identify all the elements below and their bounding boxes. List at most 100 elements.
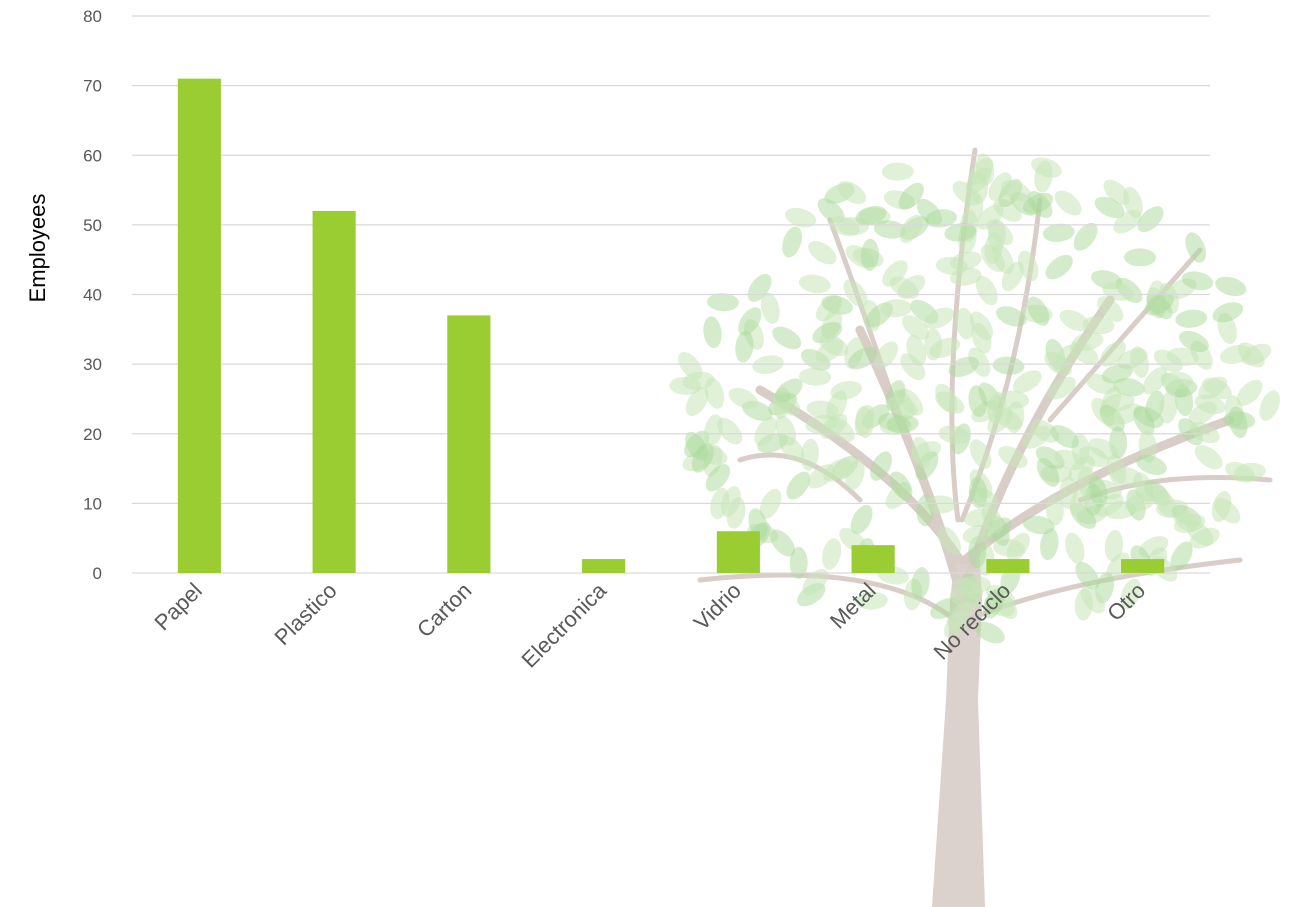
- tree-leaf: [998, 446, 1028, 469]
- tree-leaf: [1045, 493, 1064, 526]
- tree-leaf: [886, 415, 919, 434]
- x-tick-label: Electronica: [517, 577, 612, 672]
- tree-leaf: [677, 352, 703, 380]
- y-tick-label: 20: [83, 425, 102, 444]
- bar-otro: [1121, 559, 1165, 573]
- tree-leaf: [1113, 209, 1142, 234]
- tree-leaf: [1212, 302, 1244, 323]
- tree-leaf: [992, 356, 1025, 375]
- tree-leaf: [738, 307, 762, 336]
- tree-leaf: [802, 569, 829, 596]
- tree-leaf: [770, 529, 796, 557]
- tree-leaf: [800, 438, 819, 471]
- tree-leaf: [772, 326, 802, 350]
- tree-leaf: [1012, 370, 1042, 393]
- tree-leaf: [855, 205, 887, 226]
- tree-leaf: [899, 214, 923, 243]
- tree-leaf: [1170, 541, 1193, 571]
- x-tick-label: Vidrio: [689, 578, 746, 635]
- tree-leaf: [943, 610, 969, 639]
- tree-leaf: [807, 464, 836, 489]
- tree-leaf: [1047, 376, 1077, 400]
- tree-trunk: [932, 560, 985, 907]
- y-tick-label: 0: [93, 564, 102, 583]
- bar-electronica: [582, 559, 626, 573]
- tree-leaf: [1144, 293, 1174, 316]
- tree-leaf: [983, 588, 1005, 619]
- tree-leaf: [1213, 498, 1241, 524]
- tree-leaf: [837, 181, 867, 205]
- tree-leaf: [948, 356, 979, 378]
- tree-leaf: [1161, 371, 1194, 390]
- tree-leaf: [949, 589, 981, 610]
- tree-leaf: [975, 275, 998, 306]
- tree-leaf: [924, 495, 957, 514]
- tree-leaf: [898, 182, 924, 210]
- tree-leaf: [958, 575, 991, 594]
- tree-leaf: [789, 546, 808, 579]
- tree-leaf: [1000, 180, 1032, 202]
- bar-plastico: [312, 210, 356, 573]
- tree-leaf: [1040, 528, 1059, 561]
- tree-leaf: [1259, 390, 1280, 421]
- tree-leaf: [1082, 316, 1115, 335]
- tree-leaf: [860, 238, 879, 271]
- tree-leaf: [1059, 476, 1078, 509]
- y-tick-label: 80: [83, 7, 102, 26]
- tree-leaf: [1189, 527, 1220, 549]
- tree-leaf: [1068, 456, 1096, 482]
- y-axis-ticks: 0 10 20 30 40 50 60 70 80: [83, 7, 102, 583]
- gridlines: [132, 15, 1210, 574]
- tree-leaf: [1102, 282, 1134, 301]
- tree-leaf: [703, 316, 722, 349]
- tree-leaf: [775, 415, 797, 446]
- tree-leaf: [1042, 223, 1075, 242]
- tree-leaf: [855, 591, 888, 610]
- tree-leaf: [968, 157, 994, 186]
- tree-leaf: [1022, 515, 1055, 535]
- tree-leaf: [685, 387, 709, 417]
- tree-leaf: [929, 337, 961, 359]
- tree-leaf: [881, 162, 914, 181]
- tree-leaf: [850, 504, 873, 535]
- tree-leaf: [1215, 276, 1247, 297]
- x-tick-label: Papel: [149, 578, 206, 635]
- y-tick-label: 30: [83, 355, 102, 374]
- tree-leaf: [1054, 190, 1082, 216]
- tree-leaf: [1073, 222, 1098, 251]
- tree-leaf: [1223, 411, 1256, 430]
- y-tick-label: 40: [83, 286, 102, 305]
- tree-leaf: [830, 380, 862, 400]
- tree-leaf: [987, 219, 1006, 252]
- tree-leaf: [952, 181, 980, 206]
- tree-leaf: [798, 274, 831, 294]
- tree-leaf: [1031, 157, 1062, 178]
- bar-carton: [447, 315, 491, 573]
- tree-leaf: [889, 471, 913, 501]
- tree-leaf: [882, 260, 908, 287]
- tree-leaf: [1185, 232, 1206, 263]
- tree-leaf: [843, 279, 868, 308]
- tree-leaf: [1088, 438, 1119, 460]
- tree-leaf: [808, 241, 837, 265]
- tree-leaf: [1103, 179, 1130, 206]
- tree-leaf: [818, 334, 849, 357]
- tree-icon: [669, 147, 1280, 907]
- tree-leaf: [1053, 344, 1078, 373]
- y-tick-label: 70: [83, 77, 102, 96]
- tree-leaf: [822, 538, 842, 570]
- tree-leaf: [925, 209, 958, 228]
- tree-leaf: [1137, 206, 1164, 233]
- tree-leaf: [1136, 454, 1167, 475]
- tree-leaf: [996, 306, 1027, 327]
- tree-leaf: [821, 295, 853, 315]
- tree-leaf: [707, 293, 739, 312]
- tree-leaf: [1133, 406, 1164, 428]
- tree-leaf: [924, 307, 955, 329]
- tree-leaf: [1045, 254, 1073, 280]
- x-tick-label: Plastico: [270, 578, 342, 650]
- tree-leaf: [887, 396, 918, 417]
- tree-leaf: [1104, 529, 1124, 562]
- tree-leaf: [735, 330, 754, 363]
- tree-leaf: [782, 226, 802, 258]
